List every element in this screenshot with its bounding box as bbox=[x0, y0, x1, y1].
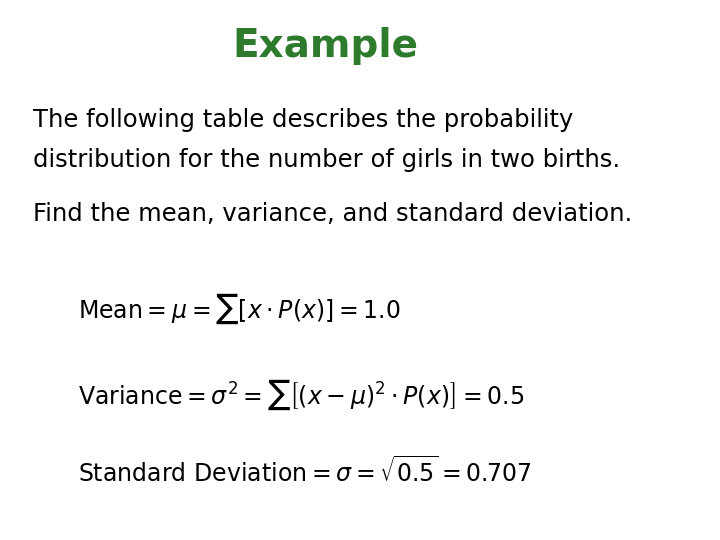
Text: distribution for the number of girls in two births.: distribution for the number of girls in … bbox=[32, 148, 620, 172]
Text: The following table describes the probability: The following table describes the probab… bbox=[32, 108, 573, 132]
Text: $\mathrm{Standard\ Deviation} = \sigma = \sqrt{0.5} = 0.707$: $\mathrm{Standard\ Deviation} = \sigma =… bbox=[78, 456, 531, 487]
Text: $\mathrm{Mean} = \mu = \sum\left[x \cdot P\left(x\right)\right] = 1.0$: $\mathrm{Mean} = \mu = \sum\left[x \cdot… bbox=[78, 292, 401, 326]
Text: Example: Example bbox=[233, 27, 418, 65]
Text: Find the mean, variance, and standard deviation.: Find the mean, variance, and standard de… bbox=[32, 202, 631, 226]
Text: $\mathrm{Variance} = \sigma^2 = \sum\left[\left(x - \mu\right)^2 \cdot P\left(x\: $\mathrm{Variance} = \sigma^2 = \sum\lef… bbox=[78, 378, 524, 413]
